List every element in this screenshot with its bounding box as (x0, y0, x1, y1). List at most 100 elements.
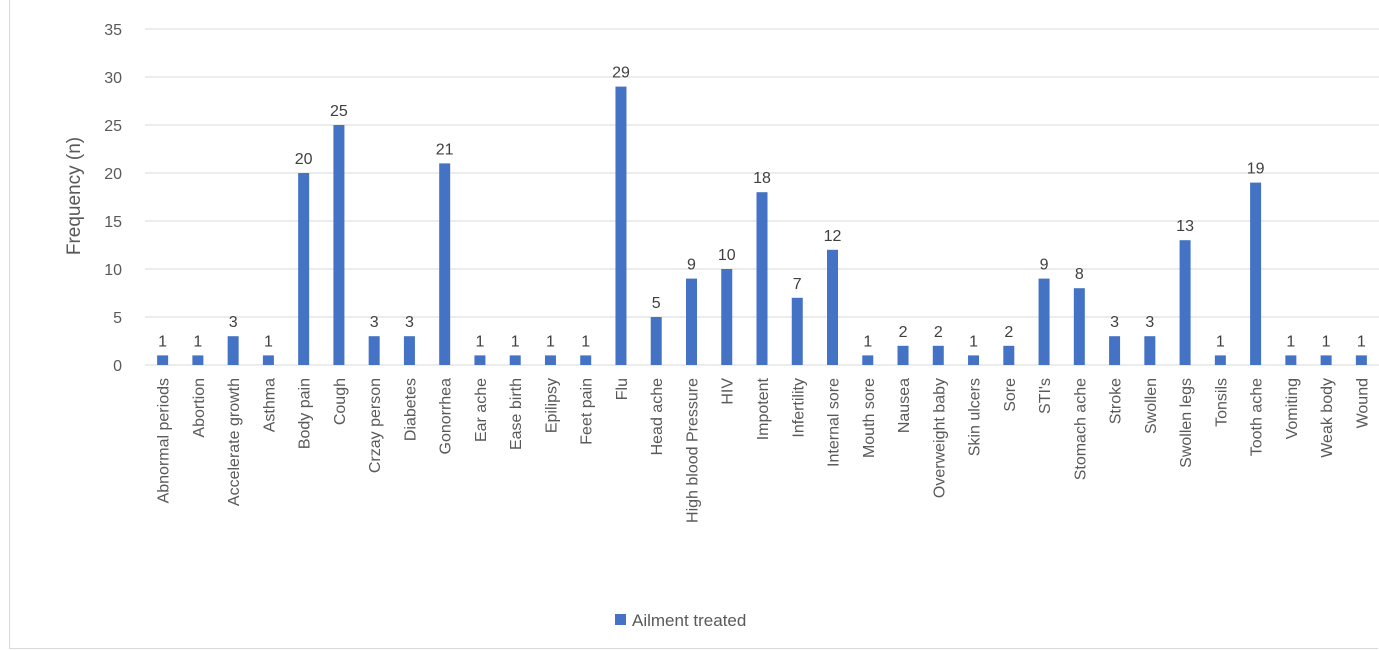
x-tick-label-9: Ear ache (473, 378, 490, 442)
bar-13 (615, 86, 627, 365)
bar-30 (1214, 355, 1226, 365)
y-tick-label-15: 15 (104, 214, 122, 231)
data-label-12: 1 (581, 333, 590, 350)
data-label-23: 1 (969, 333, 978, 350)
x-tick-label-18: Infertility (790, 378, 807, 438)
x-tick-label-0: Abnormal periods (156, 378, 173, 503)
x-tick-label-10: Ease birth (508, 378, 525, 450)
legend-label-ailment-treated: Ailment treated (632, 611, 746, 630)
bar-18 (791, 297, 803, 365)
bar-6 (368, 336, 380, 365)
y-tick-label-20: 20 (104, 166, 122, 183)
bar-29 (1179, 240, 1191, 365)
y-tick-label-35: 35 (104, 22, 122, 39)
data-label-2: 3 (229, 314, 238, 331)
bar-27 (1109, 336, 1121, 365)
x-tick-label-34: Wound (1354, 378, 1371, 428)
data-label-9: 1 (475, 333, 484, 350)
bar-16 (721, 269, 733, 365)
data-label-30: 1 (1216, 333, 1225, 350)
data-label-0: 1 (158, 333, 167, 350)
x-tick-label-23: Skin ulcers (967, 378, 984, 456)
x-tick-label-14: Head ache (649, 378, 666, 455)
chart-area (9, 0, 1378, 649)
bar-32 (1285, 355, 1297, 365)
x-tick-label-22: Overweight baby (931, 378, 948, 498)
bar-15 (685, 278, 697, 365)
bar-22 (932, 345, 944, 365)
bar-14 (650, 317, 662, 365)
data-label-31: 19 (1247, 161, 1265, 178)
data-label-15: 9 (687, 257, 696, 274)
x-tick-label-28: Swollen (1143, 378, 1160, 434)
x-tick-label-27: Stroke (1108, 378, 1125, 424)
x-tick-label-20: Mouth sore (861, 378, 878, 458)
bar-5 (333, 125, 345, 365)
x-tick-label-21: Nausea (896, 378, 913, 433)
x-tick-label-29: Swollen legs (1178, 378, 1195, 468)
x-axis-category-labels: Abnormal periods Abortion Accelerate growt… (156, 377, 1372, 523)
data-label-34: 1 (1357, 333, 1366, 350)
x-tick-label-33: Weak body (1319, 378, 1336, 458)
bar-34 (1355, 355, 1367, 365)
y-tick-label-25: 25 (104, 118, 122, 135)
bar-23 (968, 355, 980, 365)
data-label-5: 25 (330, 103, 348, 120)
data-label-8: 21 (436, 141, 454, 158)
bar-1 (192, 355, 204, 365)
x-tick-label-4: Body pain (297, 378, 314, 449)
x-tick-label-12: Feet pain (579, 378, 596, 445)
legend: Ailment treated (615, 611, 746, 630)
x-tick-label-8: Gonorrhea (438, 378, 455, 455)
data-label-13: 29 (612, 65, 630, 82)
y-tick-label-10: 10 (104, 262, 122, 279)
bar-17 (756, 192, 768, 365)
x-tick-label-11: Epilipsy (543, 378, 560, 433)
y-axis-title: Frequency (n) (64, 137, 85, 255)
x-tick-label-2: Accelerate growth (226, 378, 243, 506)
bar-3 (262, 355, 274, 365)
data-label-6: 3 (370, 314, 379, 331)
data-label-4: 20 (295, 151, 313, 168)
bars (157, 86, 1367, 365)
bar-33 (1320, 355, 1332, 365)
x-tick-label-3: Asthma (261, 378, 278, 432)
data-label-32: 1 (1286, 333, 1295, 350)
x-tick-label-25: STI's (1037, 378, 1054, 414)
data-label-16: 10 (718, 247, 736, 264)
data-label-1: 1 (193, 333, 202, 350)
data-label-28: 3 (1145, 314, 1154, 331)
x-tick-label-30: Tonsils (1213, 378, 1230, 427)
data-label-33: 1 (1322, 333, 1331, 350)
x-tick-label-6: Crzay person (367, 378, 384, 473)
data-label-11: 1 (546, 333, 555, 350)
bar-11 (544, 355, 556, 365)
bar-24 (1003, 345, 1015, 365)
bar-26 (1073, 288, 1085, 365)
x-tick-label-16: HIV (720, 378, 737, 405)
x-tick-label-31: Tooth ache (1249, 378, 1266, 456)
x-tick-label-19: Internal sore (826, 378, 843, 467)
bar-20 (862, 355, 874, 365)
data-label-10: 1 (511, 333, 520, 350)
bar-8 (439, 163, 451, 365)
x-tick-label-26: Stomach ache (1072, 378, 1089, 480)
x-tick-label-7: Diabetes (402, 378, 419, 441)
x-tick-label-15: High blood Pressure (684, 378, 701, 523)
x-tick-label-24: Sore (1002, 378, 1019, 412)
data-label-27: 3 (1110, 314, 1119, 331)
data-label-22: 2 (934, 324, 943, 341)
bar-21 (897, 345, 909, 365)
x-tick-label-1: Abortion (191, 378, 208, 438)
data-label-14: 5 (652, 295, 661, 312)
y-tick-label-0: 0 (113, 358, 122, 375)
data-label-26: 8 (1075, 266, 1084, 283)
x-tick-label-17: Impotent (755, 377, 772, 440)
bar-12 (580, 355, 592, 365)
data-label-3: 1 (264, 333, 273, 350)
data-label-7: 3 (405, 314, 414, 331)
bar-25 (1038, 278, 1050, 365)
data-label-24: 2 (1004, 324, 1013, 341)
